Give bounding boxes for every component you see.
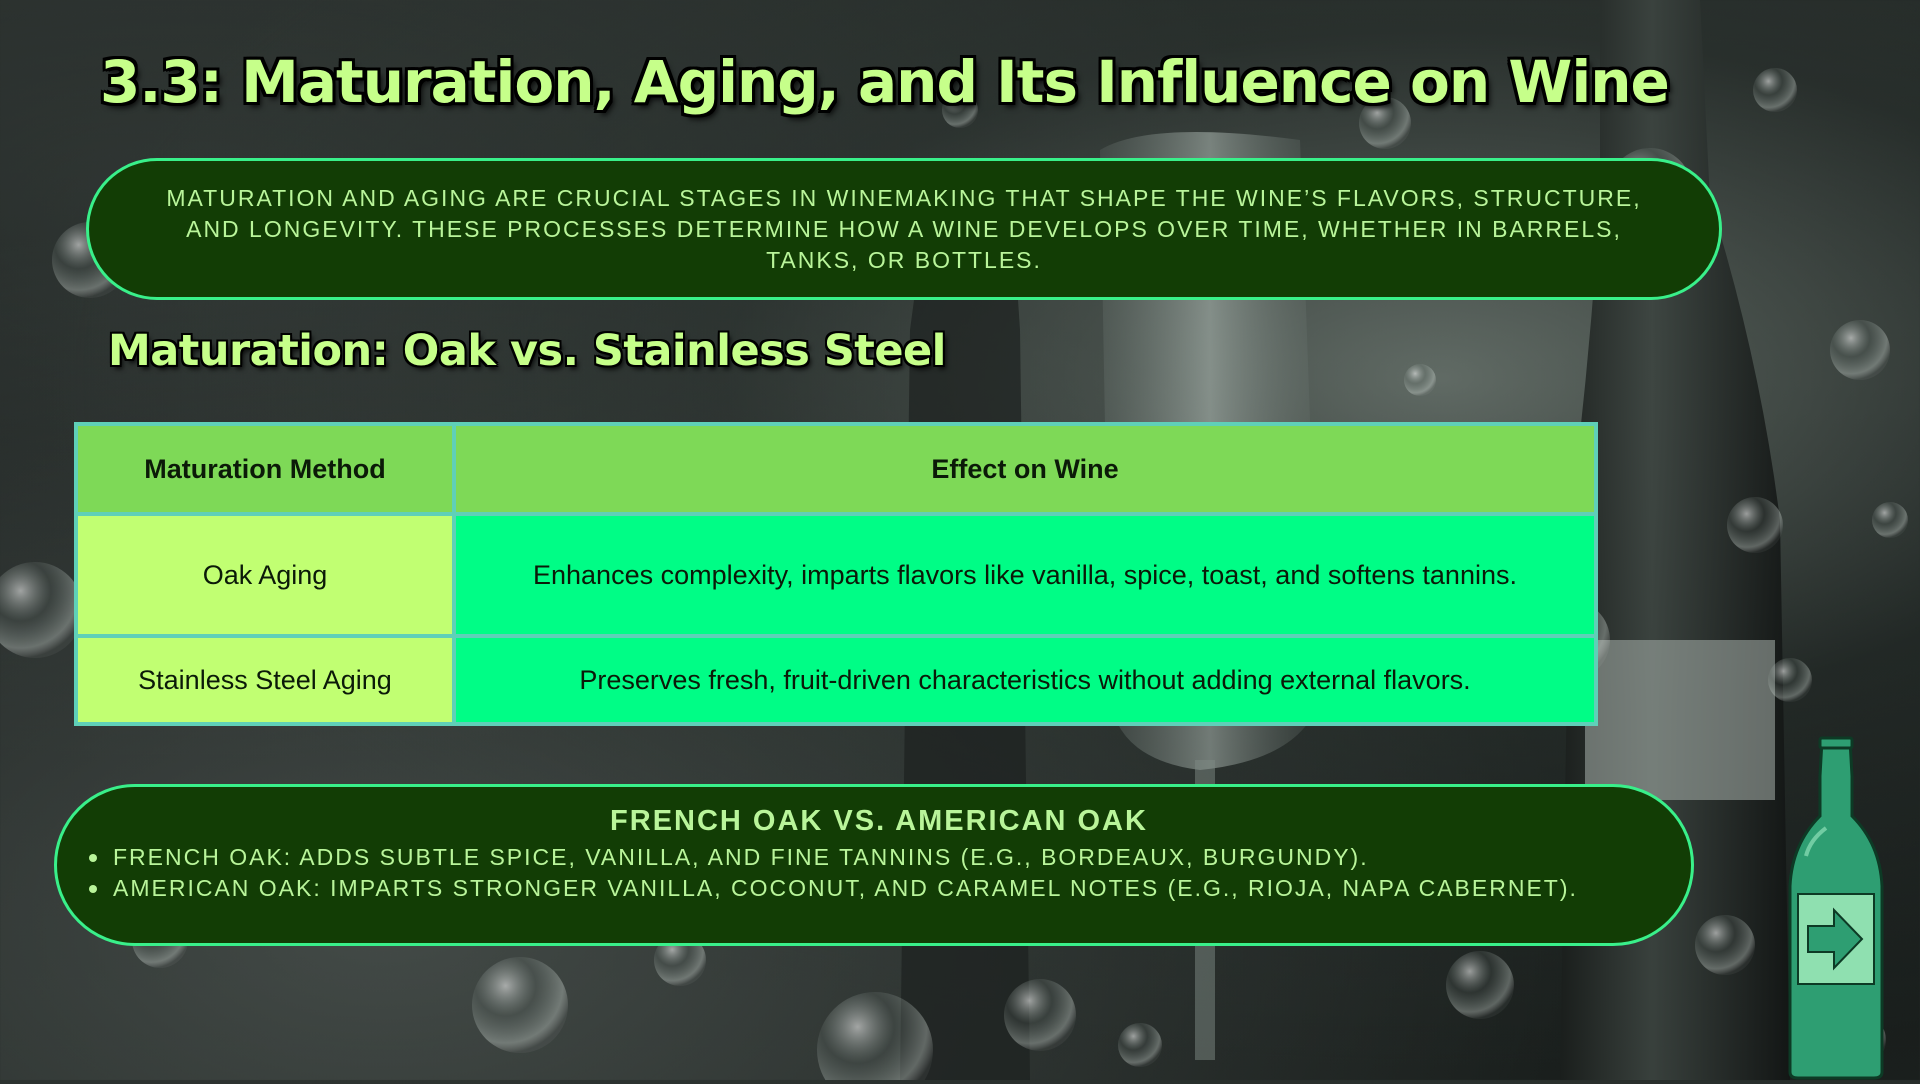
table-row: Stainless Steel Aging Preserves fresh, f…: [74, 634, 1598, 726]
method-cell: Oak Aging: [74, 512, 456, 638]
slide-title: 3.3: Maturation, Aging, and Its Influenc…: [100, 48, 1670, 116]
oak-bullet-list: French Oak: Adds subtle spice, vanilla, …: [89, 842, 1651, 904]
effect-cell: Enhances complexity, imparts flavors lik…: [452, 512, 1598, 638]
intro-text: Maturation and aging are crucial stages …: [166, 184, 1642, 273]
section-subtitle: Maturation: Oak vs. Stainless Steel: [108, 326, 946, 376]
method-cell: Stainless Steel Aging: [74, 634, 456, 726]
table-row: Oak Aging Enhances complexity, imparts f…: [74, 512, 1598, 638]
intro-box: Maturation and aging are crucial stages …: [86, 158, 1722, 300]
header-effect-on-wine: Effect on Wine: [452, 422, 1598, 516]
list-item: American Oak: Imparts stronger vanilla, …: [85, 873, 1651, 904]
oak-comparison-box: French Oak vs. American Oak French Oak: …: [54, 784, 1694, 946]
table-header-row: Maturation Method Effect on Wine: [74, 422, 1598, 516]
list-item: French Oak: Adds subtle spice, vanilla, …: [85, 842, 1651, 873]
maturation-table: Maturation Method Effect on Wine Oak Agi…: [74, 422, 1598, 726]
bottle-arrow-icon: [1788, 736, 1884, 1080]
header-maturation-method: Maturation Method: [74, 422, 456, 516]
next-slide-button[interactable]: [1786, 736, 1886, 1080]
oak-heading: French Oak vs. American Oak: [610, 805, 1148, 837]
effect-cell: Preserves fresh, fruit-driven characteri…: [452, 634, 1598, 726]
